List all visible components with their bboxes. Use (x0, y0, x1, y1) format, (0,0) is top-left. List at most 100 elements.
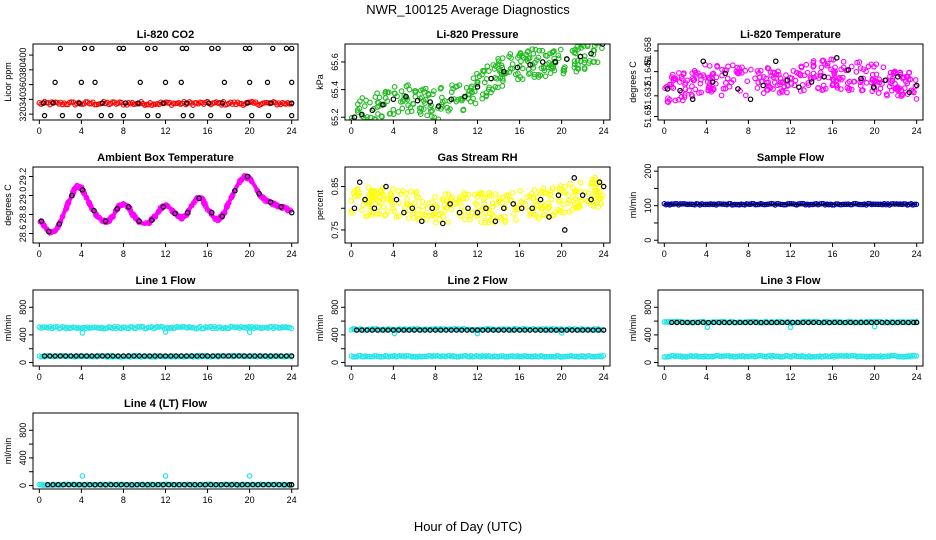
y-tick-label: 400 (18, 450, 28, 465)
data-point (83, 353, 90, 359)
cloud-point (461, 216, 468, 223)
cloud-point (913, 96, 920, 102)
cloud-point (571, 61, 578, 67)
cloud-point (548, 196, 555, 202)
cloud-point (853, 69, 860, 75)
data-point (393, 196, 400, 203)
panel-data (37, 173, 295, 236)
data-point (189, 112, 195, 119)
data-point (183, 100, 190, 106)
cloud-point (557, 46, 564, 53)
data-point (732, 319, 738, 326)
x-tick-label: 4 (79, 372, 84, 382)
band-point (412, 354, 419, 360)
cloud-point (530, 195, 537, 202)
band-point (600, 352, 607, 359)
cloud-point (422, 211, 429, 218)
y-axis-label: ml/min (3, 315, 13, 342)
cloud-point (364, 213, 371, 219)
x-tick-label: 24 (287, 249, 297, 259)
cloud-point (804, 69, 811, 76)
cloud-point (474, 193, 481, 200)
cloud-point (480, 196, 487, 202)
cloud-point (350, 189, 357, 196)
data-point (514, 64, 521, 71)
cloud-point (871, 63, 877, 70)
data-point (443, 327, 449, 333)
cloud-point (532, 211, 539, 218)
x-tick-label: 20 (557, 126, 567, 136)
band-point (243, 353, 250, 360)
data-point (879, 319, 885, 326)
data-point (596, 179, 603, 186)
cloud-point (471, 88, 478, 95)
cloud-point (489, 193, 495, 199)
band-point (598, 327, 605, 333)
y-tick-label: 51.632 (643, 82, 653, 110)
data-point (837, 319, 843, 326)
panel-10: Line 4 (LT) Flow 0 4 8 12 16 20 24 0 400 800 ml/min (3, 398, 299, 505)
panel-4: Ambient Box Temperature 0 4 8 12 16 20 24 28.628… (3, 152, 299, 259)
cloud-point (515, 55, 521, 61)
data-point (453, 327, 460, 333)
cloud-point (551, 212, 557, 219)
data-point (181, 482, 188, 488)
cloud-point (474, 201, 480, 208)
cloud-point (495, 198, 502, 205)
x-tick-label: 4 (79, 249, 84, 259)
data-point (492, 218, 499, 225)
x-tick-label: 16 (828, 372, 838, 382)
band-point (836, 353, 843, 359)
cloud-point (376, 211, 382, 217)
band-point (851, 353, 857, 359)
data-point (116, 45, 122, 52)
cloud-point (760, 90, 767, 97)
cloud-point (404, 109, 411, 115)
y-tick-label: 400 (18, 327, 28, 342)
cloud-point (369, 210, 376, 216)
data-point (178, 353, 184, 359)
cloud-point (463, 195, 470, 202)
data-point (774, 319, 780, 326)
data-point (679, 319, 685, 326)
band-point (350, 354, 356, 360)
cloud-point (894, 87, 901, 94)
y-tick-label: 28.6 (18, 225, 28, 243)
panel-data (348, 44, 606, 127)
data-point (913, 82, 920, 89)
data-point (362, 196, 368, 203)
cloud-point (404, 196, 410, 203)
cloud-point (577, 179, 584, 186)
data-point (246, 473, 253, 479)
data-point (462, 93, 468, 100)
cloud-point (498, 62, 505, 69)
data-point (246, 353, 253, 359)
cloud-point (393, 213, 400, 220)
data-point (599, 44, 606, 47)
cloud-point (363, 97, 369, 104)
data-point (91, 207, 97, 214)
data-point (162, 353, 169, 359)
band-point (359, 353, 365, 360)
data-point (359, 111, 365, 118)
cloud-point (895, 92, 901, 99)
cloud-point (810, 58, 817, 64)
band-point (913, 353, 920, 359)
data-point (833, 55, 840, 61)
cloud-point (385, 89, 392, 96)
panel-9: Line 3 Flow 0 4 8 12 16 20 24 0 400 800 ml/min (628, 275, 924, 382)
data-point (123, 482, 130, 488)
data-point (369, 327, 376, 333)
x-tick-label: 0 (662, 372, 667, 382)
data-point (135, 100, 141, 106)
data-point (208, 482, 214, 488)
cloud-point (369, 122, 374, 127)
data-point (532, 327, 539, 333)
band-point (240, 324, 246, 331)
data-point (242, 45, 249, 52)
cloud-point (496, 195, 503, 202)
cloud-point (413, 193, 420, 200)
cloud-point (665, 95, 671, 102)
band-point (872, 353, 879, 360)
cloud-point (590, 201, 596, 207)
